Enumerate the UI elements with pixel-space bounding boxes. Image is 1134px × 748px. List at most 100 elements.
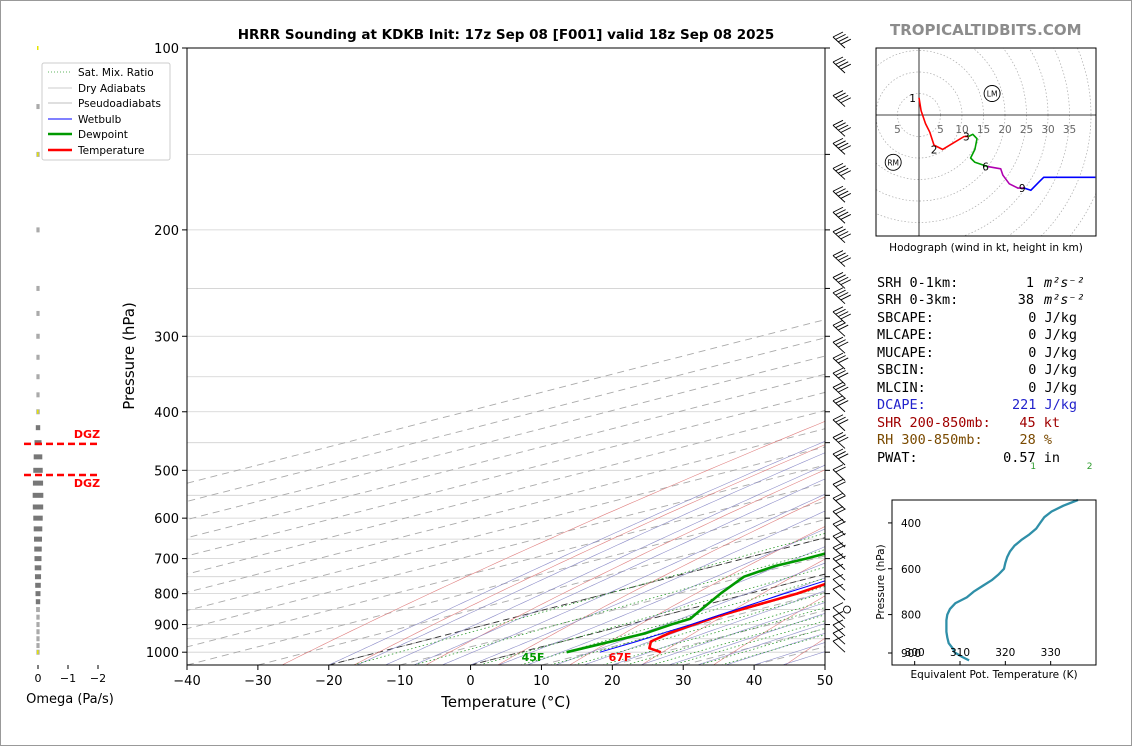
barb-flag [832,367,844,374]
omega-bar [35,599,41,605]
moist-adiabat [498,528,825,665]
theta-e-y-tick-label: 900 [901,648,921,660]
legend-wetbulb: Wetbulb [78,114,122,126]
wind-barb [832,395,849,413]
isotherm [824,664,825,665]
isotherm-minus20 [328,537,825,665]
x-tick-label: −30 [244,674,271,689]
barb-flag [837,292,849,298]
barb-flag [832,90,844,96]
wind-barb [832,56,852,74]
param-pwat-label: PWAT: [877,450,918,466]
barb-flag [837,357,849,364]
legend: Sat. Mix. Ratio Dry Adiabats Pseudoadiab… [41,62,171,161]
wind-barb [832,31,852,49]
barb-staff [832,453,846,466]
theta-e-y-tick-label: 800 [901,610,921,622]
barb-flag [840,214,852,220]
hodo-height-label: 6 [982,162,989,174]
barb-flag [832,518,844,525]
wind-barb [832,530,846,548]
barb-staff [832,211,846,224]
barb-flag [832,272,844,278]
y-tick-label: 600 [154,512,179,527]
hodo-segment [918,97,969,151]
barb-flag [835,165,846,172]
mixing-ratio-labels: 1246810131620243036 [1030,462,1092,472]
barb-staff [832,311,846,324]
barb-flag [832,137,844,144]
moist-adiabat [612,590,825,665]
wind-barb [832,381,849,399]
barb-staff [832,497,846,510]
barb-flag [832,611,844,617]
x-axis-label: Temperature (°C) [440,693,570,711]
moist-adiabat [527,546,825,665]
theta-e-x-tick-label: 320 [995,647,1015,659]
param-pwat-value: 0.57 in [1003,450,1060,466]
barb-flag [840,170,852,177]
hodo-ring-label: 25 [1020,124,1033,136]
barb-flag [837,324,849,331]
barb-flag [832,602,844,609]
barb-flag [832,478,844,485]
omega-bar [35,425,41,431]
dry-adiabat [713,595,825,665]
theta-e-x-label: Equivalent Pot. Temperature (K) [910,669,1077,681]
wind-barb [832,583,846,601]
barb-flag [837,142,849,149]
barb-flag [840,257,852,264]
barb-flag [832,319,844,326]
hodo-lm-marker-label: LM [987,90,998,99]
barb-staff [832,61,846,74]
omega-x-tick-label: 0 [35,672,42,685]
x-tick-label: 50 [817,674,834,689]
hodo-ring-label-negative: 5 [894,124,901,136]
theta-e-x-tick-label: 300 [905,647,925,659]
omega-bar [36,374,40,380]
barb-flag [835,274,846,281]
isotherm [328,537,825,665]
barb-flag [837,190,849,197]
omega-bar [34,574,42,580]
y-tick-label: 400 [154,406,179,421]
barb-flag [835,555,846,562]
barb-flag [840,193,852,199]
param-srh03-unit: m²s⁻² [1043,292,1085,308]
hodo-rm-marker-label: RM [887,158,899,167]
wind-barb [832,627,846,645]
barb-staff [832,255,846,267]
moist-adiabat [356,452,825,665]
barb-flag [832,542,844,549]
barb-staff [832,588,846,601]
param-srh03-value: 38 [1018,292,1034,308]
omega-bar [32,504,44,510]
barb-flag [832,250,844,256]
param-sbcape-label: SBCAPE: [877,310,934,326]
barb-flag [837,419,849,425]
barb-staff [832,640,846,653]
barb-staff [832,469,846,481]
theta-e-x-tick-label: 330 [1041,647,1061,659]
barb-flag [832,563,844,570]
barb-staff [832,168,846,180]
wind-barb [832,518,846,536]
wind-barb [832,464,846,481]
barb-flag [835,544,846,551]
mixing-ratio-line [414,549,825,665]
barb-flag [835,252,846,259]
omega-bar [32,480,44,486]
barb-staff [832,357,846,370]
wind-barb [832,287,852,305]
barb-staff [832,400,846,413]
barb-flag [835,92,846,99]
temperature-line [648,582,825,654]
omega-bar [36,636,40,642]
barb-flag [832,414,844,421]
omega-x-tick-label: −2 [90,672,106,685]
dry-adiabat [641,558,825,665]
barb-staff [832,511,846,523]
omega-x-tick-label: −1 [60,672,76,685]
barb-flag [835,188,846,195]
